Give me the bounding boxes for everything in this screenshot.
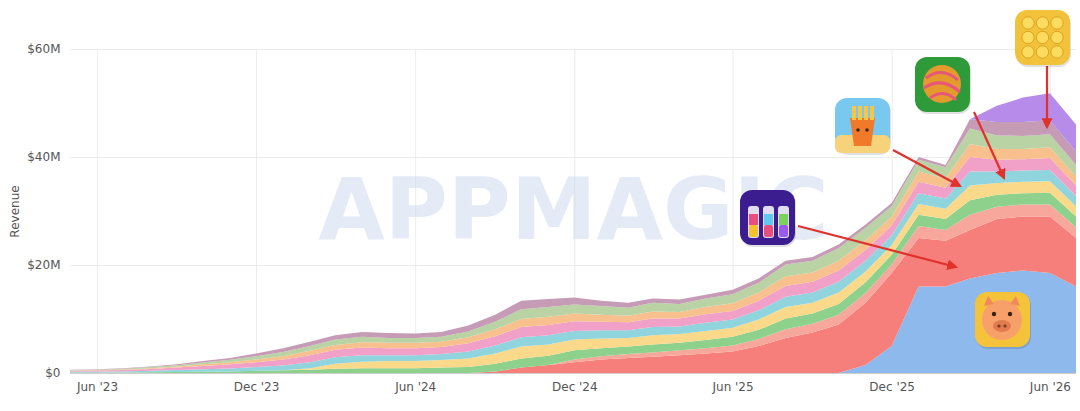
svg-text:$60M: $60M	[27, 42, 60, 56]
svg-text:Dec '23: Dec '23	[234, 380, 280, 394]
svg-text:Jun '24: Jun '24	[394, 380, 436, 394]
svg-text:APPMAGIC: APPMAGIC	[318, 159, 828, 259]
svg-text:Jun '25: Jun '25	[711, 380, 753, 394]
svg-text:Revenue: Revenue	[8, 185, 22, 237]
svg-text:$0: $0	[45, 366, 60, 380]
svg-text:Dec '24: Dec '24	[552, 380, 598, 394]
svg-text:Jun '26: Jun '26	[1029, 380, 1071, 394]
svg-text:$20M: $20M	[27, 258, 60, 272]
svg-text:Dec '25: Dec '25	[869, 380, 915, 394]
svg-text:$40M: $40M	[27, 150, 60, 164]
svg-text:Jun '23: Jun '23	[76, 380, 118, 394]
